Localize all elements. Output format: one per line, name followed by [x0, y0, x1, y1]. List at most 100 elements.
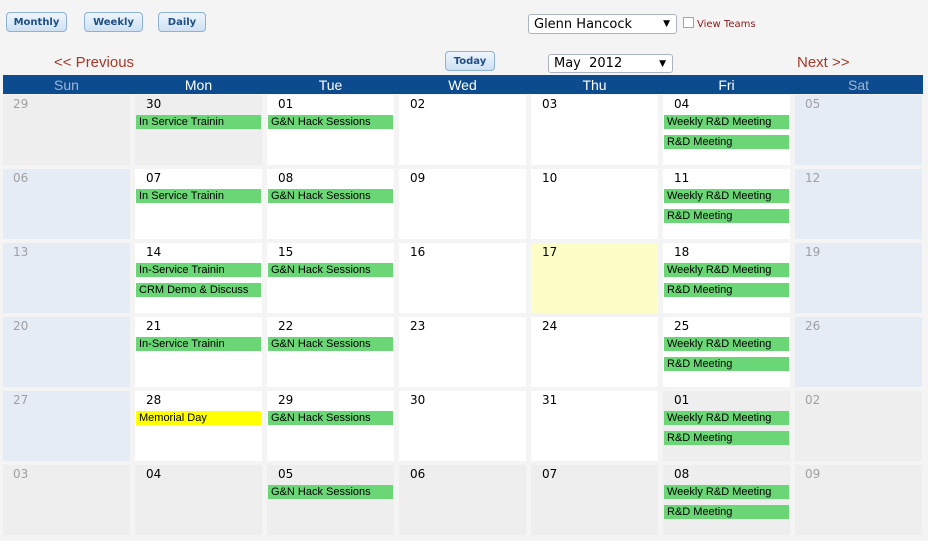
day-cell[interactable]: 11 Weekly R&D Meeting R&D Meeting	[663, 169, 790, 239]
day-cell[interactable]: 15 G&N Hack Sessions	[267, 243, 394, 313]
calendar-event[interactable]: R&D Meeting	[664, 357, 789, 371]
day-number: 05	[278, 467, 294, 481]
calendar-event[interactable]: In-Service Trainin	[136, 337, 261, 351]
weekday-label-wed: Wed	[448, 77, 477, 93]
calendar-event[interactable]: Weekly R&D Meeting	[664, 485, 789, 499]
calendar-event[interactable]: Weekly R&D Meeting	[664, 263, 789, 277]
day-cell[interactable]: 01 G&N Hack Sessions	[267, 95, 394, 165]
calendar-event[interactable]: R&D Meeting	[664, 283, 789, 297]
day-number: 08	[278, 171, 294, 185]
day-cell[interactable]: 20	[3, 317, 130, 387]
calendar-event[interactable]: G&N Hack Sessions	[268, 485, 393, 499]
day-cell[interactable]: 22 G&N Hack Sessions	[267, 317, 394, 387]
month-select[interactable]: May 2012 ▼	[548, 54, 673, 73]
month-select-value: May 2012	[554, 56, 623, 71]
day-number: 30	[410, 393, 426, 407]
day-cell[interactable]: 03	[3, 465, 130, 535]
day-number: 16	[410, 245, 426, 259]
day-number: 07	[542, 467, 558, 481]
day-cell[interactable]: 12	[795, 169, 922, 239]
day-cell[interactable]: 09	[399, 169, 526, 239]
day-cell[interactable]: 07 In Service Trainin	[135, 169, 262, 239]
calendar-event[interactable]: Weekly R&D Meeting	[664, 411, 789, 425]
calendar-event[interactable]: R&D Meeting	[664, 135, 789, 149]
day-cell[interactable]: 24	[531, 317, 658, 387]
day-number: 26	[805, 319, 821, 333]
day-cell[interactable]: 30	[399, 391, 526, 461]
day-number: 15	[278, 245, 294, 259]
calendar-event[interactable]: R&D Meeting	[664, 505, 789, 519]
calendar-event[interactable]: G&N Hack Sessions	[268, 263, 393, 277]
monthly-view-button[interactable]: Monthly	[6, 12, 67, 32]
calendar-event[interactable]: R&D Meeting	[664, 209, 789, 223]
day-cell[interactable]: 29	[3, 95, 130, 165]
day-cell[interactable]: 19	[795, 243, 922, 313]
holiday-event[interactable]: Memorial Day	[136, 411, 261, 425]
day-cell[interactable]: 16	[399, 243, 526, 313]
daily-view-button[interactable]: Daily	[158, 12, 206, 32]
calendar-event[interactable]: Weekly R&D Meeting	[664, 115, 789, 129]
weekly-view-button[interactable]: Weekly	[84, 12, 143, 32]
day-cell[interactable]: 17	[531, 243, 658, 313]
today-button[interactable]: Today	[445, 51, 495, 71]
day-cell[interactable]: 31	[531, 391, 658, 461]
day-cell[interactable]: 05	[795, 95, 922, 165]
day-cell[interactable]: 07	[531, 465, 658, 535]
calendar-event[interactable]: In Service Trainin	[136, 189, 261, 203]
day-number: 29	[13, 97, 29, 111]
day-number: 14	[146, 245, 162, 259]
day-cell[interactable]: 10	[531, 169, 658, 239]
day-number: 22	[278, 319, 294, 333]
day-cell[interactable]: 25 Weekly R&D Meeting R&D Meeting	[663, 317, 790, 387]
calendar-event[interactable]: Weekly R&D Meeting	[664, 337, 789, 351]
user-select-value: Glenn Hancock	[534, 16, 633, 32]
day-cell[interactable]: 01 Weekly R&D Meeting R&D Meeting	[663, 391, 790, 461]
day-cell[interactable]: 03	[531, 95, 658, 165]
day-cell[interactable]: 06	[3, 169, 130, 239]
day-number: 25	[674, 319, 690, 333]
calendar-event[interactable]: Weekly R&D Meeting	[664, 189, 789, 203]
day-cell[interactable]: 04 Weekly R&D Meeting R&D Meeting	[663, 95, 790, 165]
day-cell[interactable]: 02	[399, 95, 526, 165]
calendar-event[interactable]: G&N Hack Sessions	[268, 337, 393, 351]
user-select[interactable]: Glenn Hancock ▼	[528, 14, 677, 34]
calendar-event[interactable]: In-Service Trainin	[136, 263, 261, 277]
day-number: 04	[146, 467, 162, 481]
day-cell[interactable]: 13	[3, 243, 130, 313]
previous-link[interactable]: << Previous	[54, 54, 135, 71]
day-number: 02	[410, 97, 426, 111]
weekday-label-thu: Thu	[582, 77, 607, 93]
dropdown-arrow-icon: ▼	[663, 19, 670, 29]
day-number: 01	[278, 97, 294, 111]
day-cell[interactable]: 23	[399, 317, 526, 387]
day-cell[interactable]: 02	[795, 391, 922, 461]
day-cell[interactable]: 08 Weekly R&D Meeting R&D Meeting	[663, 465, 790, 535]
day-cell[interactable]: 14 In-Service Trainin CRM Demo & Discuss	[135, 243, 262, 313]
day-number: 10	[542, 171, 558, 185]
weekday-label-tue: Tue	[318, 77, 343, 93]
day-cell[interactable]: 27	[3, 391, 130, 461]
day-cell[interactable]: 04	[135, 465, 262, 535]
day-cell[interactable]: 30 In Service Trainin	[135, 95, 262, 165]
calendar-event[interactable]: In Service Trainin	[136, 115, 261, 129]
day-cell[interactable]: 21 In-Service Trainin	[135, 317, 262, 387]
calendar-event[interactable]: CRM Demo & Discuss	[136, 283, 261, 297]
day-cell[interactable]: 09	[795, 465, 922, 535]
day-cell[interactable]: 08 G&N Hack Sessions	[267, 169, 394, 239]
day-cell[interactable]: 06	[399, 465, 526, 535]
day-cell[interactable]: 29 G&N Hack Sessions	[267, 391, 394, 461]
day-cell[interactable]: 26	[795, 317, 922, 387]
calendar-event[interactable]: G&N Hack Sessions	[268, 115, 393, 129]
day-cell[interactable]: 05 G&N Hack Sessions	[267, 465, 394, 535]
view-teams-checkbox[interactable]	[683, 17, 694, 28]
calendar-event[interactable]: G&N Hack Sessions	[268, 189, 393, 203]
day-number: 17	[542, 245, 558, 259]
next-link[interactable]: Next >>	[797, 54, 850, 71]
day-number: 30	[146, 97, 162, 111]
day-number: 24	[542, 319, 558, 333]
calendar-event[interactable]: G&N Hack Sessions	[268, 411, 393, 425]
calendar-event[interactable]: R&D Meeting	[664, 431, 789, 445]
day-cell[interactable]: 28 Memorial Day	[135, 391, 262, 461]
day-cell[interactable]: 18 Weekly R&D Meeting R&D Meeting	[663, 243, 790, 313]
day-number: 07	[146, 171, 162, 185]
